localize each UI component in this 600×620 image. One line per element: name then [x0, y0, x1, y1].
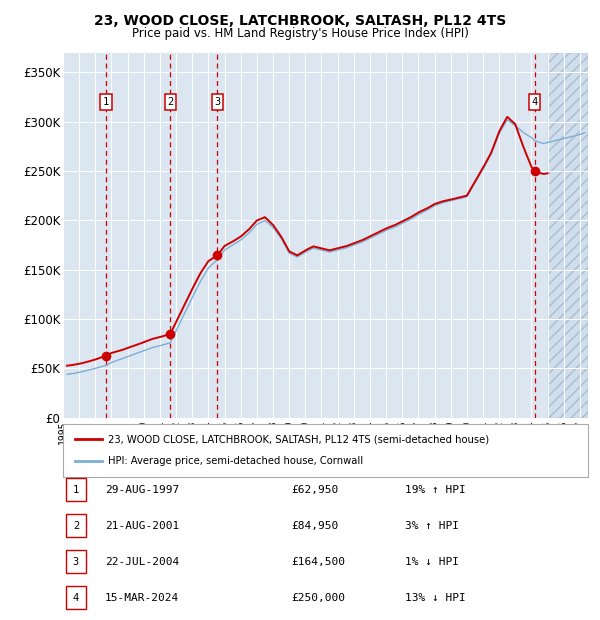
- Text: 4: 4: [73, 593, 79, 603]
- Text: Price paid vs. HM Land Registry's House Price Index (HPI): Price paid vs. HM Land Registry's House …: [131, 27, 469, 40]
- Text: 19% ↑ HPI: 19% ↑ HPI: [405, 485, 466, 495]
- Bar: [548, 53, 588, 418]
- Text: 13% ↓ HPI: 13% ↓ HPI: [405, 593, 466, 603]
- Text: £250,000: £250,000: [291, 593, 345, 603]
- Text: 22-JUL-2004: 22-JUL-2004: [105, 557, 179, 567]
- Bar: [548, 53, 588, 418]
- Text: 1: 1: [103, 97, 109, 107]
- Text: 1: 1: [73, 485, 79, 495]
- Text: £84,950: £84,950: [291, 521, 338, 531]
- Text: 3: 3: [214, 97, 220, 107]
- Text: 21-AUG-2001: 21-AUG-2001: [105, 521, 179, 531]
- Text: 23, WOOD CLOSE, LATCHBROOK, SALTASH, PL12 4TS: 23, WOOD CLOSE, LATCHBROOK, SALTASH, PL1…: [94, 14, 506, 28]
- Text: £62,950: £62,950: [291, 485, 338, 495]
- Text: 1% ↓ HPI: 1% ↓ HPI: [405, 557, 459, 567]
- Text: £164,500: £164,500: [291, 557, 345, 567]
- Text: 2: 2: [167, 97, 173, 107]
- Text: 3% ↑ HPI: 3% ↑ HPI: [405, 521, 459, 531]
- Text: 15-MAR-2024: 15-MAR-2024: [105, 593, 179, 603]
- Text: 29-AUG-1997: 29-AUG-1997: [105, 485, 179, 495]
- Text: HPI: Average price, semi-detached house, Cornwall: HPI: Average price, semi-detached house,…: [108, 456, 363, 466]
- Text: 23, WOOD CLOSE, LATCHBROOK, SALTASH, PL12 4TS (semi-detached house): 23, WOOD CLOSE, LATCHBROOK, SALTASH, PL1…: [108, 435, 489, 445]
- Text: 4: 4: [532, 97, 538, 107]
- Text: 2: 2: [73, 521, 79, 531]
- Text: 3: 3: [73, 557, 79, 567]
